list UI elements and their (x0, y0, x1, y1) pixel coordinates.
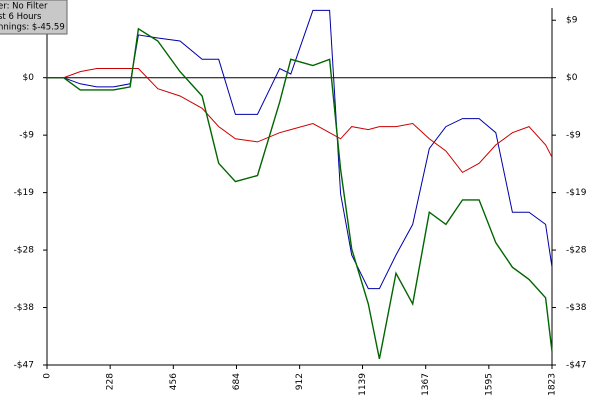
y2-tick-label: $0 (566, 73, 578, 83)
x-tick-label: 1595 (484, 373, 494, 396)
x-tick-label: 0 (43, 373, 53, 379)
x-tick-label: 1139 (358, 373, 368, 396)
y2-tick-label: -$47 (566, 361, 586, 371)
series-line (47, 9, 553, 290)
series-line (47, 68, 553, 174)
y2-tick-label: -$19 (566, 188, 587, 198)
y2-tick-label: -$28 (566, 246, 587, 256)
x-tick-label: 912 (295, 373, 305, 390)
x-tick-label: 684 (232, 373, 242, 390)
y-tick-label: -$28 (14, 246, 35, 256)
y-tick-label: $0 (23, 73, 35, 83)
y2-tick-label: -$38 (566, 303, 587, 313)
y-tick-label: -$9 (19, 131, 34, 141)
y-tick-label: -$47 (14, 361, 34, 371)
legend-text: nnings: $-45.59 (0, 23, 65, 33)
y2-tick-label: $9 (566, 16, 578, 26)
legend-text: er: No Filter (0, 2, 48, 12)
y-tick-label: -$19 (14, 188, 35, 198)
x-tick-label: 1367 (421, 373, 431, 396)
legend-text: st 6 Hours (0, 12, 42, 22)
x-tick-label: 228 (106, 373, 116, 390)
y-tick-label: -$38 (14, 303, 35, 313)
y2-tick-label: -$9 (566, 131, 581, 141)
x-tick-label: 1823 (548, 373, 558, 396)
series-line (47, 27, 553, 360)
x-tick-label: 456 (169, 373, 179, 390)
legend-box (0, 0, 68, 35)
